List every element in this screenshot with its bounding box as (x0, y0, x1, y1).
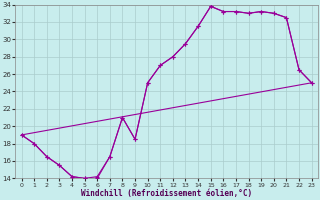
X-axis label: Windchill (Refroidissement éolien,°C): Windchill (Refroidissement éolien,°C) (81, 189, 252, 198)
